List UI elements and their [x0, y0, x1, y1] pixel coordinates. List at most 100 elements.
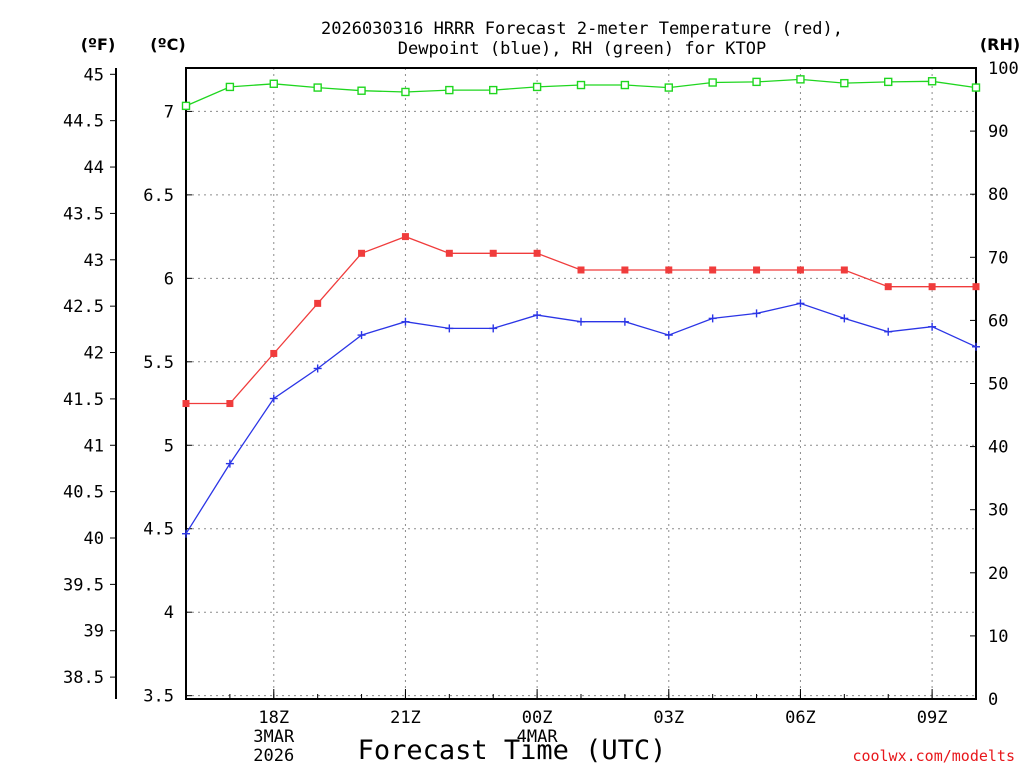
time-date-label: 4MAR [517, 727, 559, 747]
dewpoint-point [840, 314, 849, 323]
time-date-label: 2026 [253, 746, 294, 766]
rh-point [401, 87, 410, 97]
fahrenheit-tick-label: 39.5 [63, 575, 104, 595]
celsius-tick-label: 4.5 [143, 520, 174, 540]
temperature-point [577, 266, 585, 274]
rh-point [884, 77, 893, 87]
fahrenheit-tick-label: 41 [84, 436, 104, 456]
rh-point [796, 75, 805, 84]
dewpoint-point [313, 364, 322, 373]
time-tick-label: 18Z [258, 708, 289, 728]
temperature-point [972, 283, 980, 291]
rh-point [532, 82, 542, 92]
temperature-point [665, 266, 673, 274]
temperature-point [621, 266, 629, 274]
temperature-point [182, 400, 190, 408]
celsius-axis-ticks: 3.5 4 4.5 5 5.5 6 6.5 7 [143, 102, 192, 707]
rh-tick-label: 40 [988, 438, 1008, 458]
fahrenheit-tick-label: 43 [84, 251, 104, 271]
rh-tick-label: 80 [988, 185, 1008, 205]
data-series [181, 75, 981, 538]
temperature-point [226, 400, 234, 408]
rh-axis-ticks: 0 10 20 30 40 50 60 70 80 90 100 [970, 59, 1019, 710]
rh-point [620, 80, 630, 90]
dewpoint-point [884, 327, 893, 336]
dewpoint-point [533, 311, 542, 320]
rh-point [181, 101, 191, 111]
rh-series [181, 75, 981, 111]
dewpoint-point [928, 322, 937, 331]
time-tick-label: 00Z [522, 708, 553, 728]
rh-point [445, 85, 454, 95]
dewpoint-point [664, 331, 673, 340]
celsius-tick-label: 5 [164, 436, 174, 456]
celsius-tick-label: 6.5 [143, 186, 174, 206]
rh-tick-label: 90 [988, 122, 1008, 142]
rh-point [357, 86, 366, 95]
celsius-tick-label: 7 [164, 102, 174, 122]
rh-point [576, 80, 586, 90]
fahrenheit-tick-label: 38.5 [63, 668, 104, 688]
rh-point [840, 78, 849, 88]
rh-tick-label: 0 [988, 690, 998, 710]
rh-point [971, 83, 981, 92]
time-date-label: 3MAR [253, 727, 295, 747]
x-axis-title: Forecast Time (UTC) [358, 735, 667, 766]
rh-point [708, 78, 717, 87]
dewpoint-point [752, 309, 761, 318]
celsius-tick-label: 5.5 [143, 353, 174, 373]
time-tick-label: 06Z [785, 708, 816, 728]
dewpoint-point [401, 317, 410, 326]
temperature-point [358, 249, 366, 257]
fahrenheit-tick-label: 45 [84, 65, 104, 85]
plot-frame [185, 67, 977, 700]
rh-point [313, 83, 322, 92]
rh-tick-label: 20 [988, 564, 1008, 584]
dewpoint-point [225, 459, 234, 468]
rh-point [927, 77, 937, 86]
temperature-point [840, 266, 848, 274]
dewpoint-point [182, 529, 190, 538]
dewpoint-point [796, 299, 805, 308]
dewpoint-series [182, 299, 980, 538]
rh-tick-label: 100 [988, 59, 1019, 79]
dewpoint-point [577, 317, 585, 326]
dewpoint-point [357, 331, 366, 340]
temperature-point [270, 349, 278, 357]
rh-tick-label: 70 [988, 248, 1008, 268]
temperature-point [489, 249, 497, 257]
rh-point [489, 85, 498, 95]
temperature-point [445, 249, 453, 257]
celsius-unit-label: (ºC) [150, 35, 185, 54]
gridlines [186, 68, 976, 699]
rh-point [664, 83, 673, 92]
rh-tick-label: 50 [988, 375, 1008, 395]
fahrenheit-tick-label: 40.5 [63, 483, 104, 503]
celsius-tick-label: 4 [164, 603, 174, 623]
rh-point [269, 79, 278, 88]
rh-tick-label: 30 [988, 501, 1008, 521]
temperature-point [709, 266, 717, 274]
temperature-point [753, 266, 761, 274]
fahrenheit-tick-label: 40 [84, 529, 104, 549]
rh-tick-label: 60 [988, 311, 1008, 331]
fahrenheit-tick-label: 39 [84, 622, 104, 642]
fahrenheit-tick-label: 41.5 [63, 390, 104, 410]
dewpoint-point [620, 317, 629, 326]
temperature-point [533, 249, 541, 257]
rh-point [752, 77, 761, 87]
celsius-tick-label: 6 [164, 269, 174, 289]
chart-title-line-1: 2026030316 HRRR Forecast 2-meter Tempera… [321, 19, 843, 39]
time-tick-label: 21Z [390, 708, 421, 728]
fahrenheit-tick-label: 42.5 [63, 297, 104, 317]
temperature-point [796, 266, 804, 274]
fahrenheit-tick-label: 42 [84, 344, 104, 364]
fahrenheit-tick-label: 44 [84, 158, 104, 178]
dewpoint-point [489, 324, 498, 333]
temperature-point [401, 233, 409, 241]
temperature-series [182, 233, 980, 408]
temperature-point [884, 283, 892, 291]
chart-title-line-2: Dewpoint (blue), RH (green) for KTOP [398, 39, 766, 59]
